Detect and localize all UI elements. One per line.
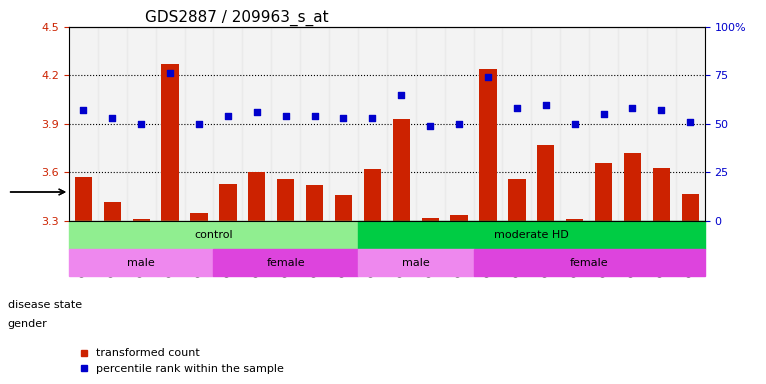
- Bar: [248, 172, 266, 221]
- Bar: [502, 27, 532, 221]
- Bar: [133, 219, 150, 221]
- Point: [539, 101, 552, 108]
- Point: [106, 115, 119, 121]
- Text: female: female: [267, 258, 305, 268]
- Text: female: female: [570, 258, 608, 268]
- Bar: [162, 64, 178, 221]
- Bar: [624, 153, 641, 221]
- Bar: [185, 27, 214, 221]
- Bar: [473, 27, 502, 221]
- Text: GDS2887 / 209963_s_at: GDS2887 / 209963_s_at: [146, 9, 329, 25]
- Bar: [537, 145, 555, 221]
- Point: [250, 109, 263, 115]
- Point: [164, 70, 176, 76]
- Bar: [364, 169, 381, 221]
- Legend: transformed count, percentile rank within the sample: transformed count, percentile rank withi…: [74, 344, 288, 379]
- Bar: [190, 213, 208, 221]
- Bar: [277, 179, 294, 221]
- Bar: [450, 215, 468, 221]
- Bar: [98, 27, 126, 221]
- Text: gender: gender: [8, 319, 47, 329]
- Point: [366, 115, 378, 121]
- Bar: [508, 179, 525, 221]
- Point: [597, 111, 610, 118]
- Bar: [155, 27, 185, 221]
- Text: male: male: [402, 258, 430, 268]
- Bar: [358, 221, 705, 249]
- Bar: [682, 194, 699, 221]
- Bar: [306, 185, 323, 221]
- Bar: [560, 27, 589, 221]
- Text: male: male: [127, 258, 155, 268]
- Bar: [566, 219, 584, 221]
- Text: moderate HD: moderate HD: [494, 230, 568, 240]
- Point: [280, 113, 292, 119]
- Point: [309, 113, 321, 119]
- Point: [511, 105, 523, 111]
- Bar: [444, 27, 473, 221]
- Point: [424, 123, 437, 129]
- Point: [222, 113, 234, 119]
- Point: [337, 115, 349, 121]
- Point: [395, 92, 408, 98]
- Bar: [219, 184, 237, 221]
- Point: [655, 107, 667, 113]
- Bar: [214, 27, 242, 221]
- Bar: [532, 27, 560, 221]
- Point: [627, 105, 639, 111]
- Bar: [676, 27, 705, 221]
- Bar: [421, 218, 439, 221]
- Bar: [69, 249, 214, 276]
- Bar: [416, 27, 444, 221]
- Point: [193, 121, 205, 127]
- Bar: [300, 27, 329, 221]
- Bar: [589, 27, 618, 221]
- Text: disease state: disease state: [8, 300, 82, 310]
- Text: control: control: [194, 230, 233, 240]
- Bar: [653, 168, 670, 221]
- Bar: [387, 27, 416, 221]
- Bar: [126, 27, 155, 221]
- Bar: [647, 27, 676, 221]
- Bar: [358, 27, 387, 221]
- Bar: [480, 69, 496, 221]
- Bar: [75, 177, 92, 221]
- Bar: [618, 27, 647, 221]
- Point: [77, 107, 90, 113]
- Point: [482, 74, 494, 80]
- Bar: [358, 249, 473, 276]
- Bar: [393, 119, 410, 221]
- Bar: [271, 27, 300, 221]
- Bar: [69, 27, 98, 221]
- Bar: [103, 202, 121, 221]
- Bar: [329, 27, 358, 221]
- Point: [568, 121, 581, 127]
- Bar: [473, 249, 705, 276]
- Point: [684, 119, 696, 125]
- Point: [453, 121, 465, 127]
- Bar: [335, 195, 352, 221]
- Bar: [242, 27, 271, 221]
- Bar: [69, 221, 358, 249]
- Bar: [595, 163, 612, 221]
- Bar: [214, 249, 358, 276]
- Point: [135, 121, 147, 127]
